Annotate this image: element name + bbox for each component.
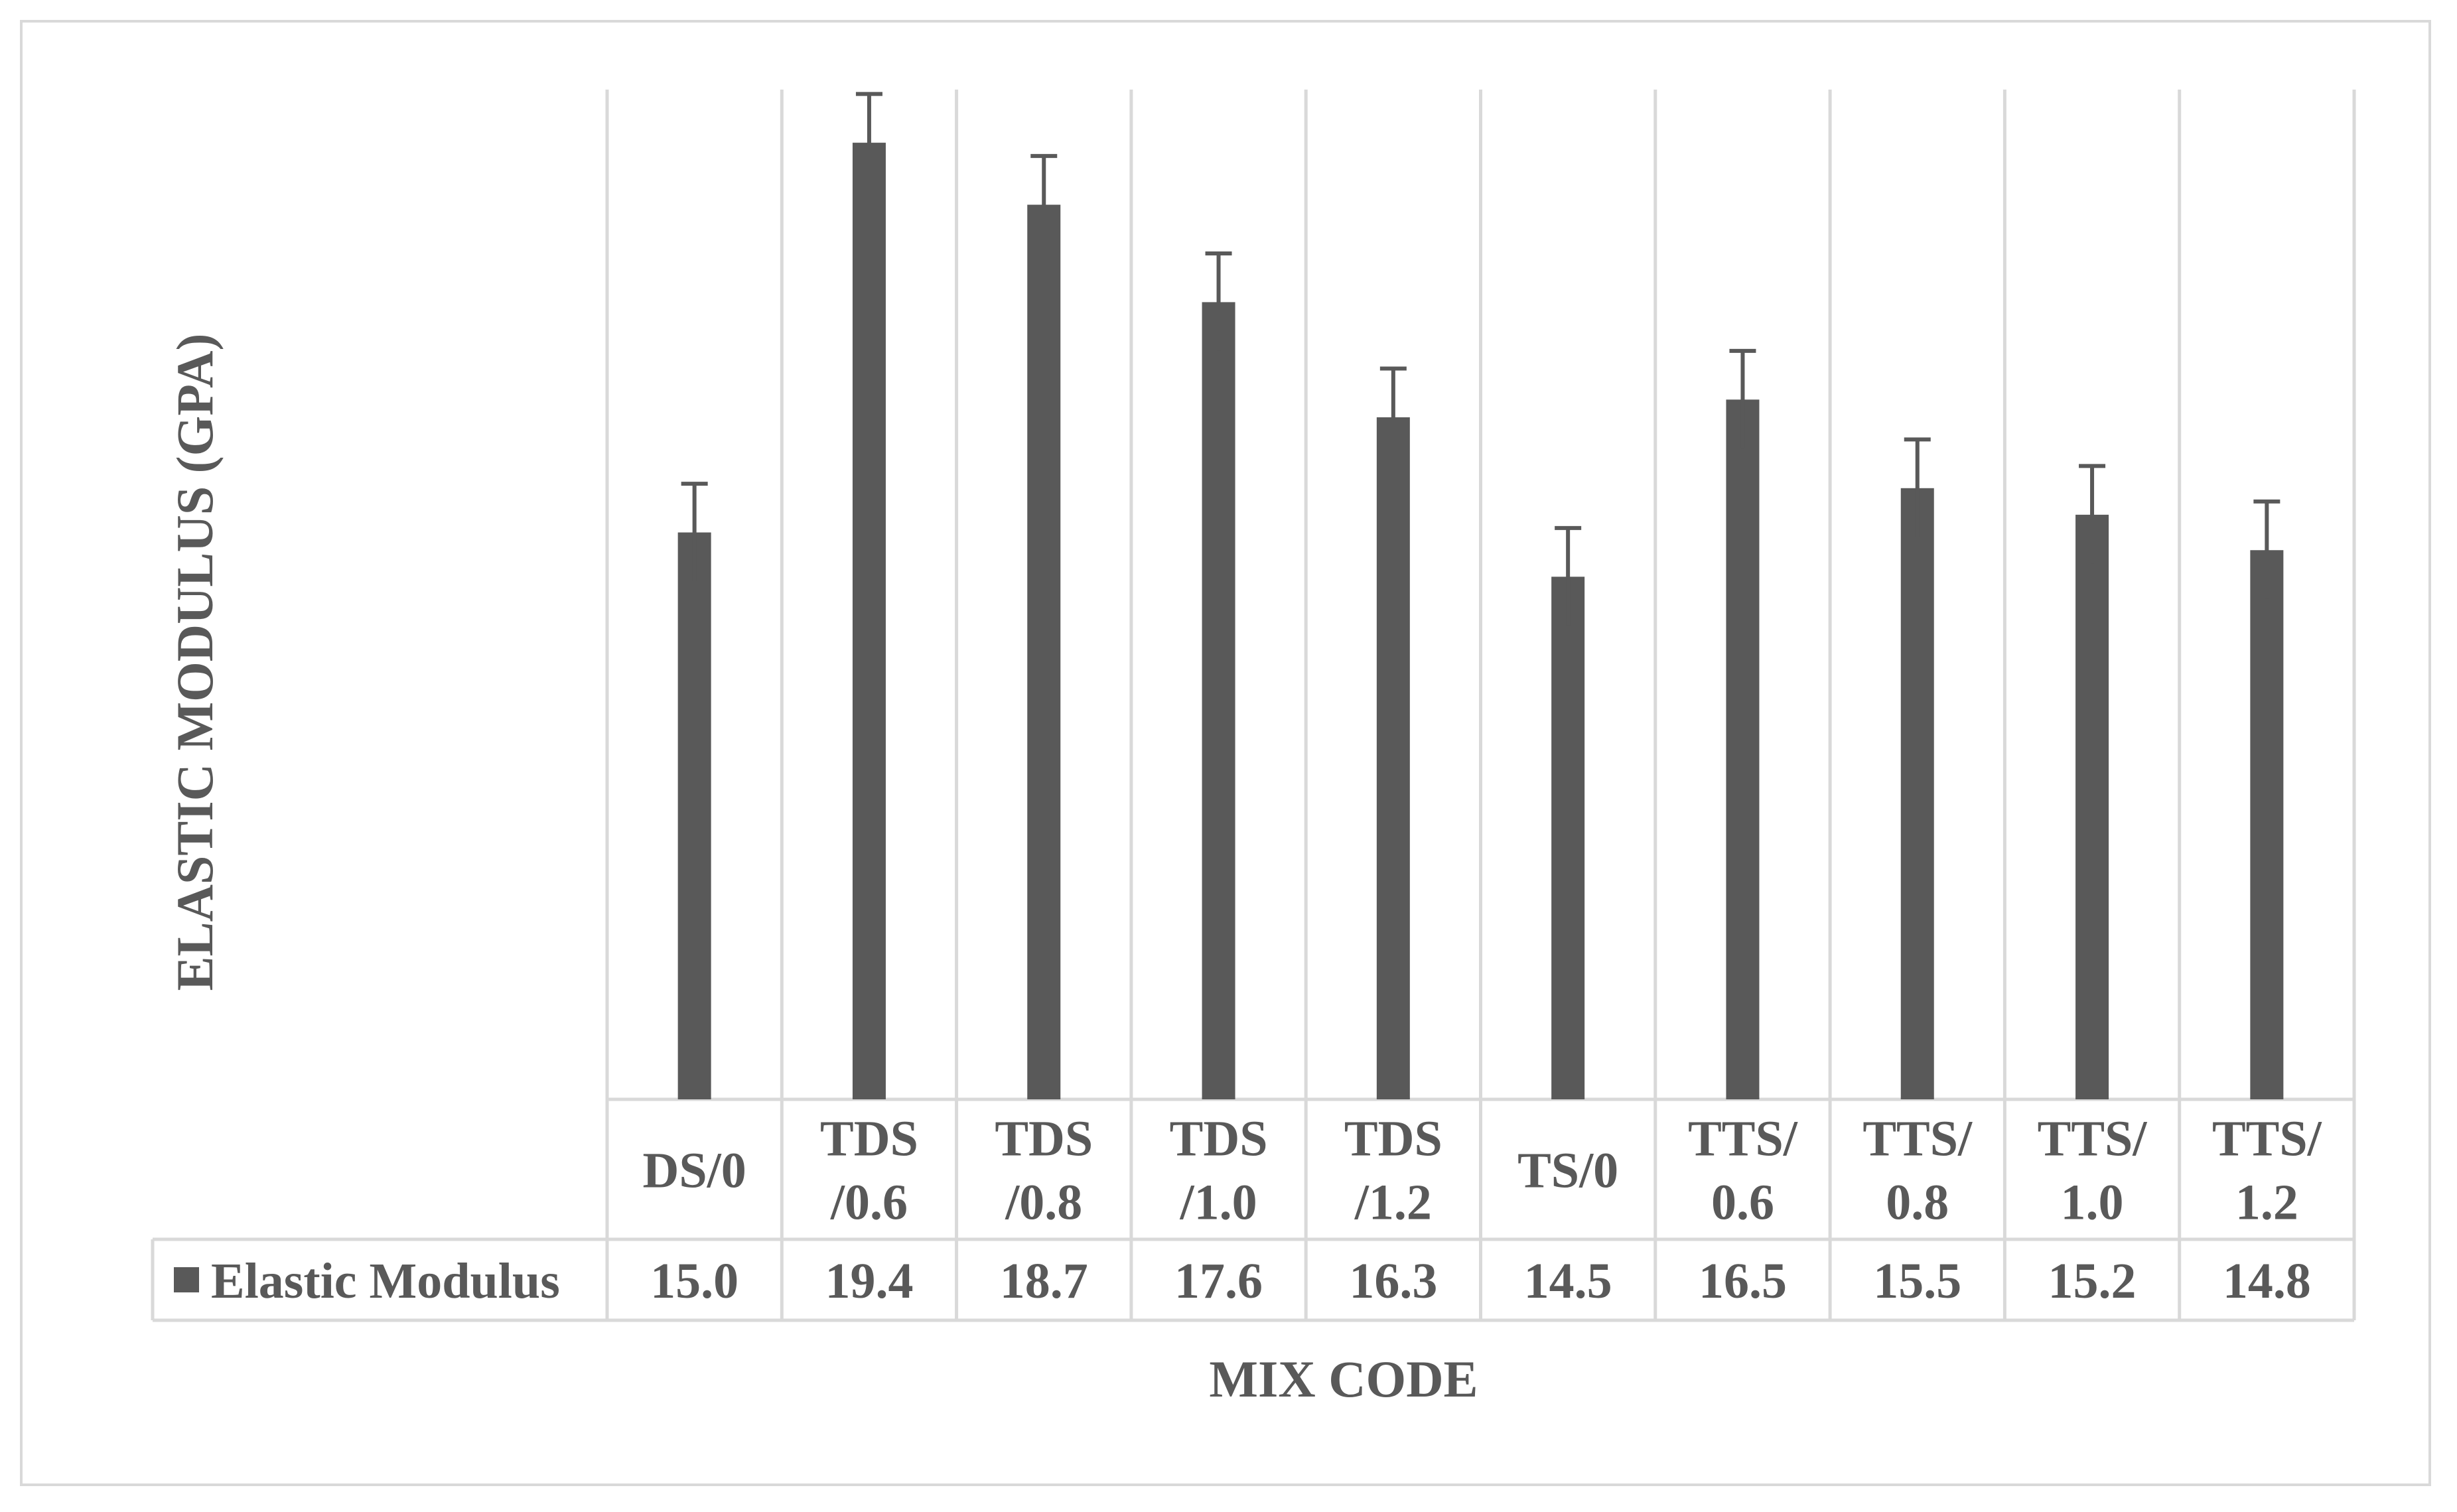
value-label: 14.8 — [2223, 1253, 2311, 1309]
bar — [1202, 302, 1235, 1100]
bar — [2250, 550, 2284, 1099]
x-axis-title: MIX CODE — [1209, 1350, 1478, 1408]
value-label: 16.3 — [1349, 1253, 1437, 1309]
category-label: DS/0 — [643, 1143, 746, 1199]
category-label: TDS — [1344, 1111, 1442, 1167]
bar — [1027, 204, 1061, 1099]
bar — [1376, 417, 1410, 1100]
bar — [852, 143, 886, 1100]
legend-label: Elastic Modulus — [211, 1253, 560, 1309]
bar — [2075, 514, 2109, 1099]
category-label: 1.0 — [2061, 1175, 2124, 1231]
category-label: /0.6 — [830, 1175, 908, 1231]
category-label: 0.8 — [1886, 1175, 1949, 1231]
value-label: 15.0 — [650, 1253, 738, 1309]
category-label: TDS — [995, 1111, 1093, 1167]
category-label: 1.2 — [2235, 1175, 2298, 1231]
value-label: 19.4 — [825, 1253, 913, 1309]
category-label: TDS — [1170, 1111, 1268, 1167]
category-label: /0.8 — [1005, 1175, 1082, 1231]
category-label: TDS — [820, 1111, 918, 1167]
category-label: /1.2 — [1354, 1175, 1432, 1231]
category-label: TTS/ — [2212, 1111, 2322, 1167]
category-label: TTS/ — [2038, 1111, 2148, 1167]
value-label: 18.7 — [1000, 1253, 1088, 1309]
y-axis-title: ELASTIC MODULUS (GPA) — [166, 334, 224, 991]
legend-swatch — [174, 1267, 199, 1292]
category-label: TTS/ — [1688, 1111, 1798, 1167]
value-label: 15.5 — [1873, 1253, 1961, 1309]
gridlines — [151, 90, 2356, 1322]
value-label: 16.5 — [1699, 1253, 1787, 1309]
bar — [677, 532, 711, 1099]
value-label: 15.2 — [2048, 1253, 2137, 1309]
category-label: TTS/ — [1862, 1111, 1973, 1167]
data-table: DS/0 15.0 TDS/0.6 19.4 TDS/0.8 18.7 TDS/1.0 17.… — [174, 1111, 2322, 1309]
bar — [1900, 488, 1934, 1099]
bars — [677, 92, 2284, 1100]
category-label: 0.6 — [1711, 1175, 1774, 1231]
value-label: 14.5 — [1524, 1253, 1612, 1309]
value-label: 17.6 — [1174, 1253, 1263, 1309]
category-label: TS/0 — [1517, 1143, 1618, 1199]
bar — [1726, 399, 1760, 1099]
bar — [1551, 577, 1585, 1099]
category-label: /1.0 — [1179, 1175, 1257, 1231]
